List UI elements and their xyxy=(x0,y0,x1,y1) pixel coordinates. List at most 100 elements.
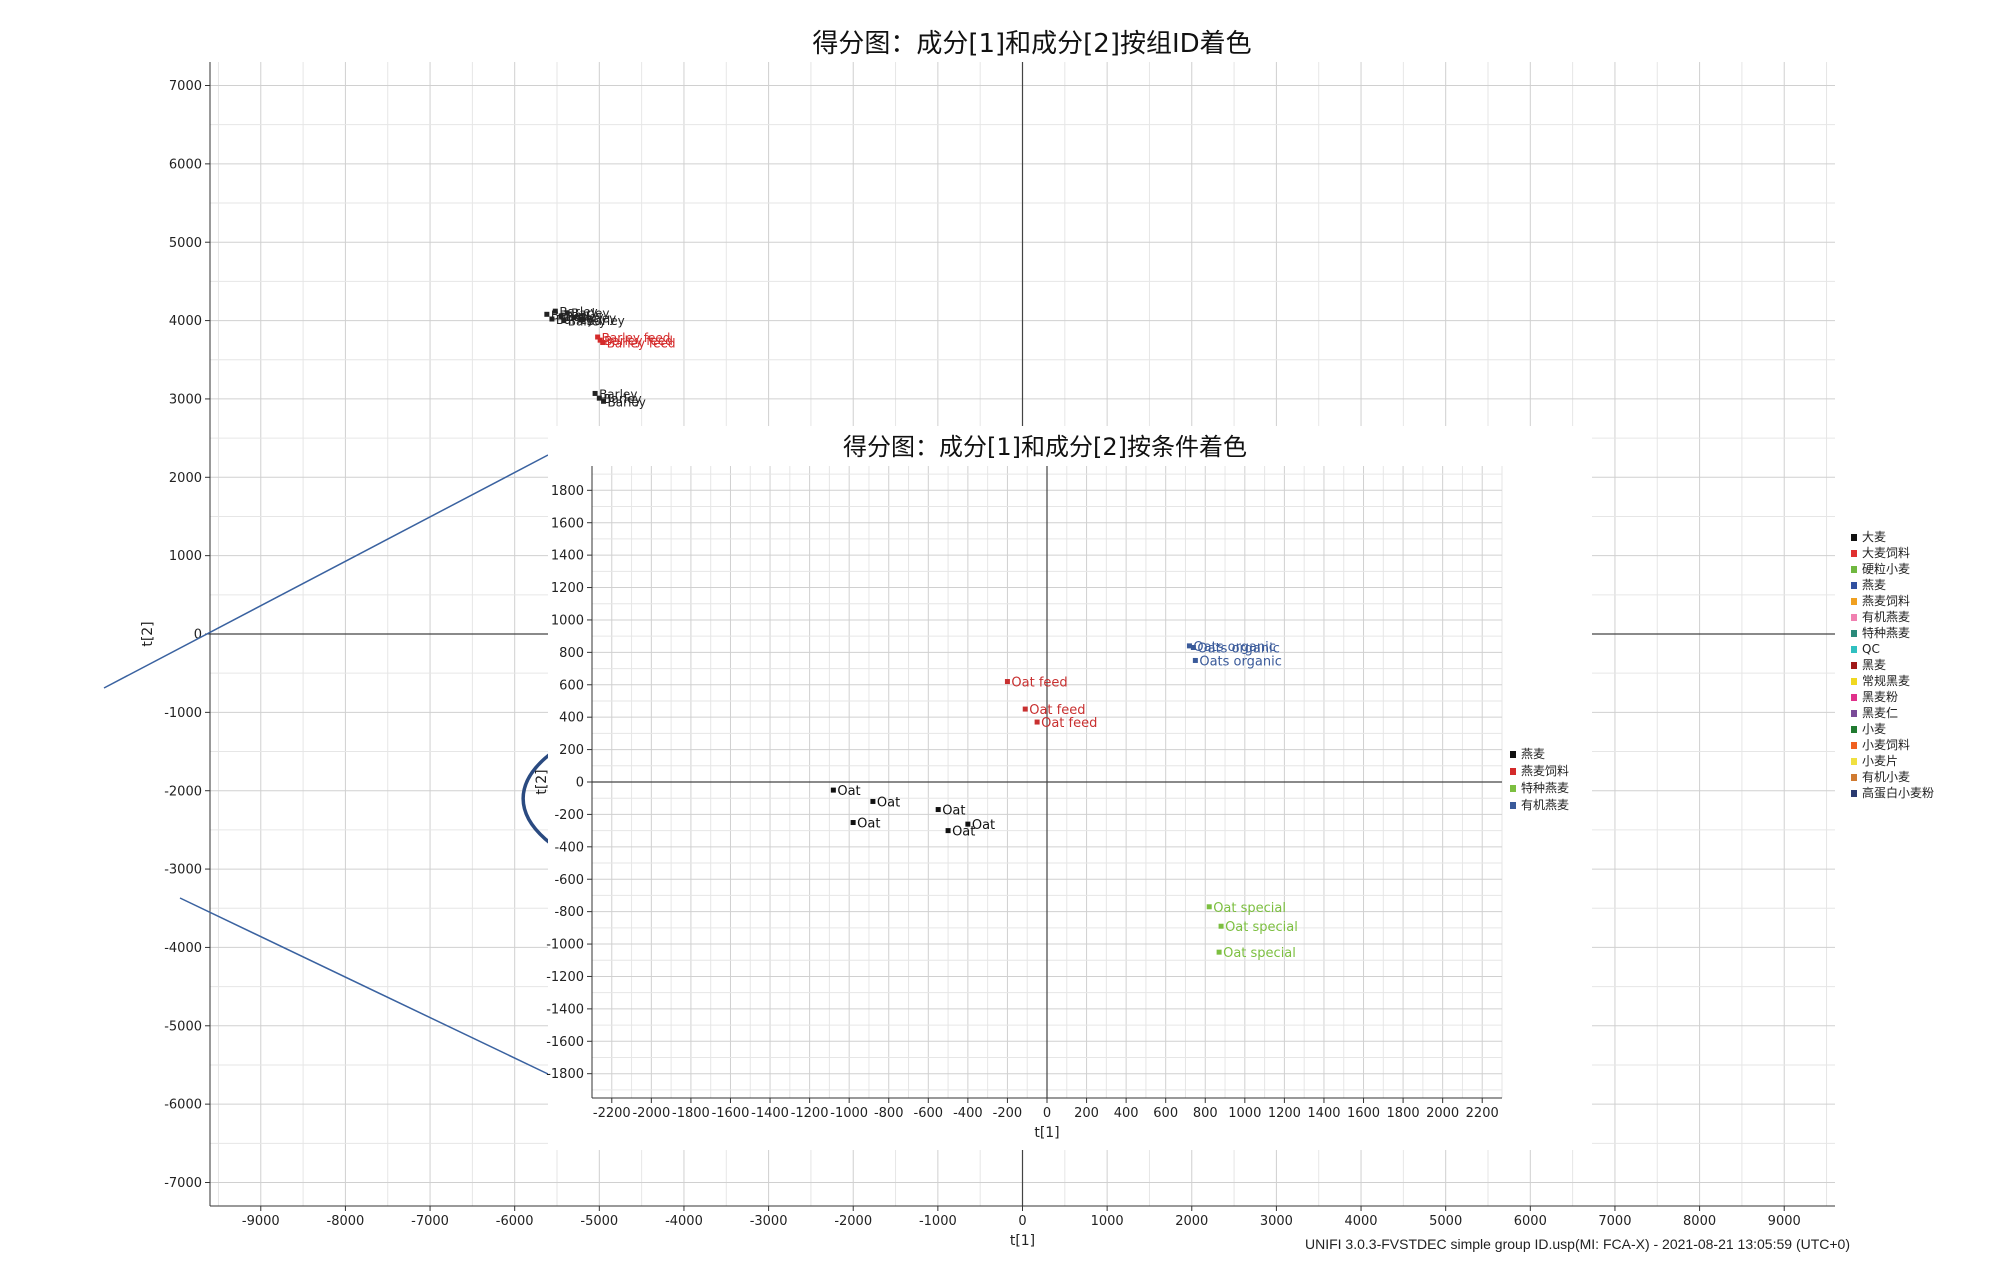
inset-point xyxy=(850,820,856,826)
inset-legend-label: 燕麦饲料 xyxy=(1521,764,1569,778)
inset-title: 得分图：成分[1]和成分[2]按条件着色 xyxy=(843,433,1247,461)
main-point-label: Barley xyxy=(571,307,609,321)
main-point-label: Barley feed xyxy=(602,331,671,345)
inset-y-tick-label: 800 xyxy=(559,646,584,661)
main-legend-label: 黑麦 xyxy=(1862,658,1886,672)
main-point-label: Barley xyxy=(603,392,641,406)
main-point xyxy=(558,313,564,319)
inset-y-tick-label: 1400 xyxy=(551,549,584,564)
inset-series: Oat special Oat special Oat special xyxy=(1206,901,1298,961)
main-x-tick-label: -1000 xyxy=(919,1214,957,1229)
inset-x-tick-label: -600 xyxy=(914,1106,944,1121)
inset-point-label: Oat feed xyxy=(1041,716,1097,731)
main-legend-swatch xyxy=(1851,598,1857,605)
inset-x-tick-label: -1400 xyxy=(751,1106,789,1121)
main-legend-swatch xyxy=(1851,758,1857,765)
inset-point-label: Oat special xyxy=(1225,920,1298,935)
main-y-tick-label: 6000 xyxy=(169,157,202,172)
inset-y-axis-label: t[2] xyxy=(534,769,550,794)
main-legend-swatch xyxy=(1851,614,1857,621)
main-legend-label: 黑麦粉 xyxy=(1862,690,1898,704)
inset-x-tick-label: 1800 xyxy=(1387,1106,1420,1121)
inset-y-tick-label: -1400 xyxy=(546,1002,584,1017)
main-point-label: Barley xyxy=(608,395,646,409)
inset-y-tick-label: -1200 xyxy=(546,970,584,985)
main-x-tick-label: 6000 xyxy=(1514,1214,1547,1229)
main-point xyxy=(549,316,555,322)
main-legend-swatch xyxy=(1851,646,1857,653)
inset-legend-label: 特种燕麦 xyxy=(1521,780,1569,795)
inset-x-tick-label: 1000 xyxy=(1228,1106,1261,1121)
inset-x-tick-label: -1600 xyxy=(712,1106,750,1121)
inset-point xyxy=(870,798,876,804)
main-legend-label: 小麦饲料 xyxy=(1862,738,1910,752)
inset-point xyxy=(1216,949,1222,955)
inset-y-tick-label: -800 xyxy=(554,905,584,920)
inset-y-tick-label: 1000 xyxy=(551,613,584,628)
inset-y-tick-label: -1000 xyxy=(546,938,584,953)
zoom-connector-bottom xyxy=(179,897,549,1075)
inset-y-tick-label: -200 xyxy=(554,808,584,823)
main-x-tick-label: -8000 xyxy=(327,1214,365,1229)
main-legend-swatch xyxy=(1851,774,1857,781)
inset-plot: -2200 -2000 -1800 -1600 -1400 -1200 -1000 -800-… xyxy=(534,426,1592,1150)
main-point xyxy=(597,337,603,343)
main-legend-label: 燕麦 xyxy=(1862,578,1886,592)
main-point xyxy=(564,310,570,316)
inset-point xyxy=(830,787,836,793)
main-legend-label: 燕麦饲料 xyxy=(1862,594,1910,608)
main-legend-label: 大麦饲料 xyxy=(1862,546,1910,560)
inset-y-tick-label: -400 xyxy=(554,840,584,855)
main-y-tick-label: -2000 xyxy=(164,784,202,799)
main-legend-swatch xyxy=(1851,694,1857,701)
main-point-label: Barley xyxy=(556,313,594,327)
zoom-connector-top xyxy=(103,454,549,689)
main-x-tick-label: 7000 xyxy=(1598,1214,1631,1229)
main-point xyxy=(544,311,550,317)
main-x-tick-label: 3000 xyxy=(1260,1214,1293,1229)
inset-legend-swatch xyxy=(1510,768,1516,775)
main-point-label: Barley xyxy=(559,305,597,319)
inset-y-tick-label: 1200 xyxy=(551,581,584,596)
main-x-axis-label: t[1] xyxy=(1010,1233,1035,1249)
main-y-tick-label: 0 xyxy=(194,628,202,643)
inset-point xyxy=(945,828,951,834)
inset-x-tick-label: -400 xyxy=(953,1106,983,1121)
main-x-tick-label: -9000 xyxy=(242,1214,280,1229)
main-point-label: Barley feed xyxy=(604,334,673,348)
inset-y-tick-label: 1600 xyxy=(551,516,584,531)
main-point-label: Barley xyxy=(578,311,616,325)
inset-x-tick-label: -1800 xyxy=(672,1106,710,1121)
inset-x-tick-label: -800 xyxy=(874,1106,904,1121)
inset-panel-background xyxy=(548,426,1592,1150)
main-point xyxy=(601,398,607,404)
inset-point-label: Oat feed xyxy=(1029,703,1085,718)
main-series: BarleyBarleyBarleyBarleyBarleyBarleyBarl… xyxy=(544,305,646,409)
main-legend-label: QC xyxy=(1862,642,1880,656)
main-x-tick-label: 0 xyxy=(1018,1214,1026,1229)
inset-x-tick-label: -1000 xyxy=(830,1106,868,1121)
inset-point-label: Oat xyxy=(857,817,880,832)
inset-y-tick-label: 1800 xyxy=(551,484,584,499)
inset-point xyxy=(1192,657,1198,663)
inset-y-tick-label: 200 xyxy=(559,743,584,758)
main-y-tick-label: -5000 xyxy=(164,1019,202,1034)
inset-point xyxy=(1186,643,1192,649)
main-legend-label: 小麦 xyxy=(1862,722,1886,736)
main-point xyxy=(552,308,558,314)
main-legend-swatch xyxy=(1851,630,1857,637)
inset-legend-label: 燕麦 xyxy=(1521,747,1545,761)
inset-x-axis-label: t[1] xyxy=(1034,1125,1059,1141)
main-legend-label: 硬粒小麦 xyxy=(1862,561,1910,576)
inset-point xyxy=(1022,706,1028,712)
main-point xyxy=(592,390,598,396)
inset-point-label: Oat xyxy=(952,825,975,840)
main-legend-label: 高蛋白小麦粉 xyxy=(1862,785,1934,800)
main-point xyxy=(595,334,601,340)
inset-y-tick-label: 600 xyxy=(559,678,584,693)
main-legend-swatch xyxy=(1851,742,1857,749)
